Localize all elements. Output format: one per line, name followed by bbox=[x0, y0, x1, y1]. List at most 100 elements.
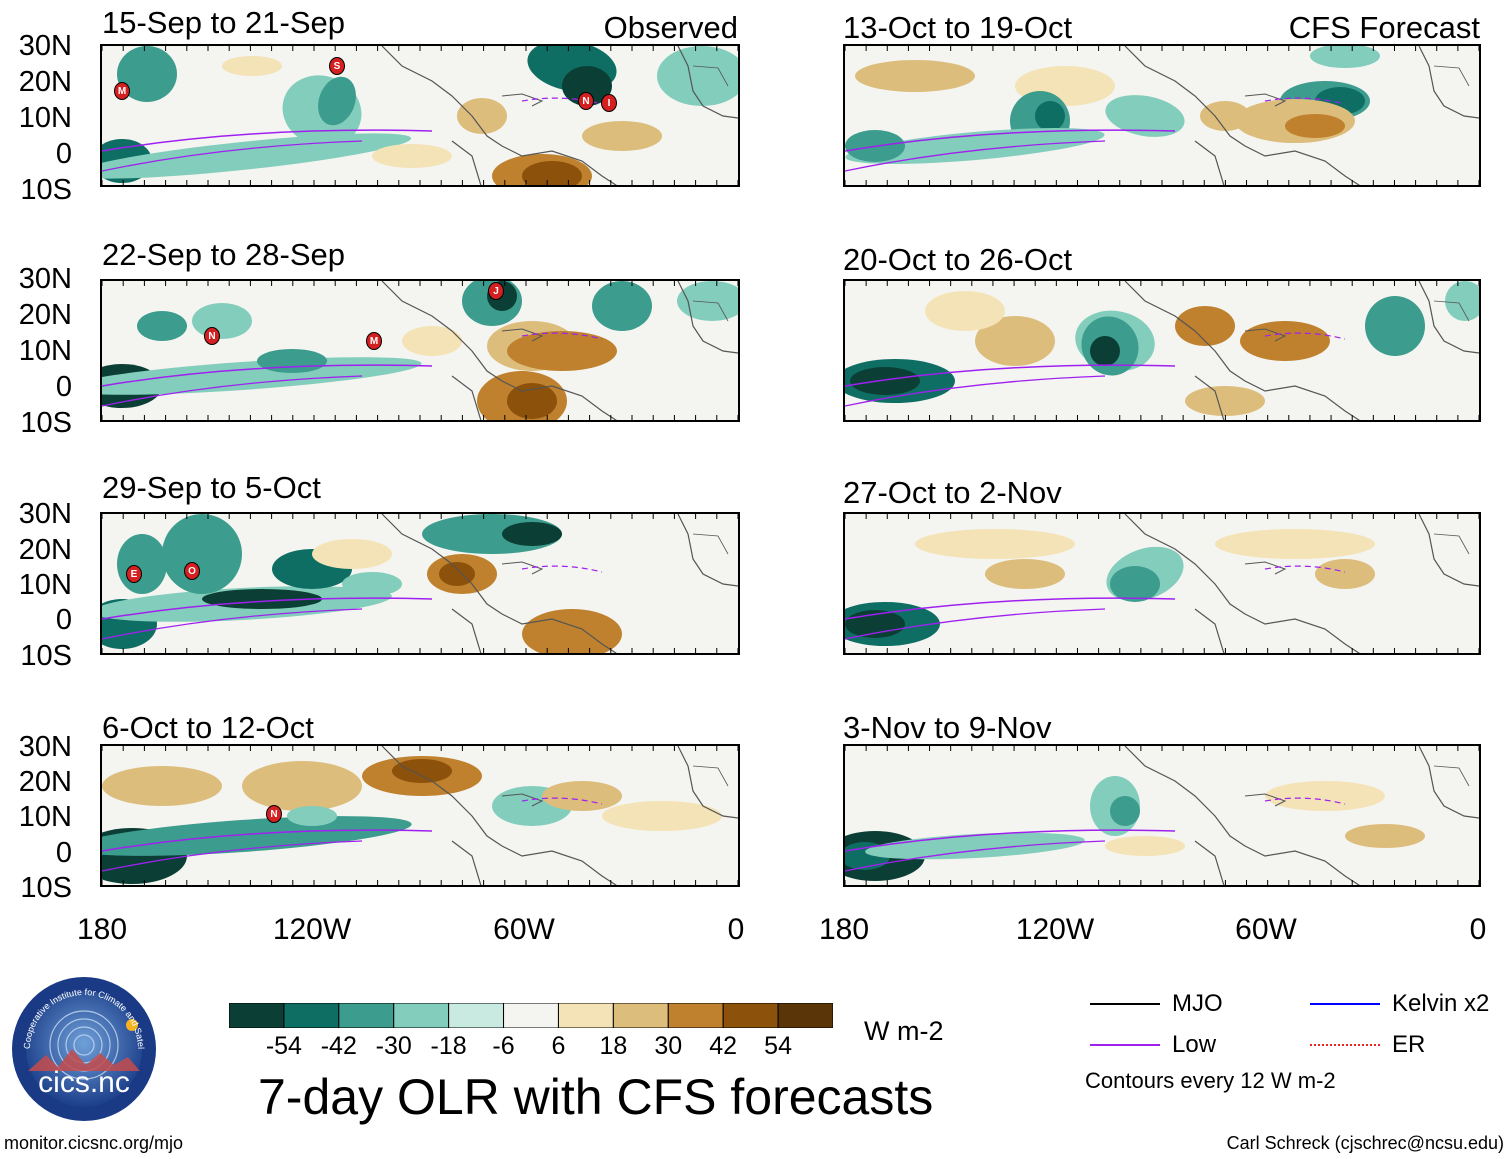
coastline bbox=[1418, 746, 1479, 819]
storm-marker: N bbox=[578, 92, 594, 110]
olr-anomaly bbox=[402, 326, 462, 356]
colorbar-tick-label: -30 bbox=[375, 1032, 412, 1060]
panel-title-forecast-2: 20-Oct to 26-Oct bbox=[843, 242, 1073, 277]
olr-anomaly bbox=[562, 66, 612, 106]
panel-title-forecast-4: 3-Nov to 9-Nov bbox=[843, 710, 1052, 745]
low-contour bbox=[845, 840, 1106, 872]
coastline bbox=[1124, 46, 1360, 185]
colorbar-tick-label: -42 bbox=[320, 1032, 357, 1060]
colorbar-swatch bbox=[228, 1002, 285, 1029]
olr-anomaly bbox=[925, 291, 1005, 331]
olr-anomaly bbox=[522, 161, 582, 185]
coastline bbox=[1194, 608, 1225, 653]
olr-anomaly bbox=[1315, 559, 1375, 589]
country-border bbox=[1433, 300, 1470, 322]
coastline bbox=[677, 46, 738, 119]
lat-label: 30N bbox=[18, 263, 72, 295]
olr-anomaly bbox=[1175, 306, 1235, 346]
colorbar-units: W m-2 bbox=[864, 1016, 944, 1046]
olr-anomaly bbox=[915, 529, 1075, 559]
lat-label: 30N bbox=[18, 30, 72, 62]
low-contour bbox=[102, 829, 433, 852]
lat-label: 30N bbox=[18, 731, 72, 763]
olr-anomaly bbox=[287, 806, 337, 826]
country-border bbox=[692, 533, 729, 555]
coastline bbox=[1194, 140, 1225, 185]
coastline bbox=[1124, 281, 1360, 420]
coastline bbox=[381, 746, 617, 885]
colorbar-tick-label: -6 bbox=[492, 1032, 515, 1060]
olr-anomaly bbox=[242, 761, 362, 811]
map-panel-forecast-3 bbox=[843, 512, 1481, 655]
lon-label: 120W bbox=[1015, 913, 1095, 946]
coastline bbox=[677, 281, 738, 354]
olr-anomaly bbox=[102, 357, 422, 395]
olr-anomaly bbox=[975, 316, 1055, 366]
lat-label: 10N bbox=[18, 569, 72, 601]
low-contour bbox=[845, 129, 1176, 152]
map-panel-forecast-4 bbox=[843, 744, 1481, 887]
colorbar-swatch bbox=[393, 1002, 450, 1029]
footer-url[interactable]: monitor.cicsnc.org/mjo bbox=[4, 1133, 184, 1153]
map-panel-forecast-2 bbox=[843, 279, 1481, 422]
coastline bbox=[451, 840, 482, 885]
olr-anomaly bbox=[1105, 95, 1185, 137]
olr-anomaly bbox=[117, 534, 167, 594]
storm-marker: J bbox=[488, 282, 504, 300]
country-border bbox=[1433, 765, 1470, 787]
lat-label: 10S bbox=[20, 407, 72, 439]
map-background bbox=[845, 746, 1479, 885]
coastline bbox=[1418, 281, 1479, 354]
legend-label-kelvin: Kelvin x2 bbox=[1392, 990, 1490, 1017]
lon-label: 180 bbox=[76, 913, 128, 946]
low-contour-dashed bbox=[521, 97, 603, 105]
storm-marker: I bbox=[601, 94, 617, 112]
coastline bbox=[501, 561, 544, 575]
coastline bbox=[1418, 46, 1479, 119]
country-border bbox=[692, 300, 729, 322]
olr-anomaly bbox=[542, 781, 622, 811]
low-contour bbox=[102, 840, 363, 872]
main-title: 7-day OLR with CFS forecasts bbox=[258, 1069, 934, 1125]
map-panel-observed-4: N bbox=[100, 744, 740, 887]
colorbar-swatch bbox=[557, 1002, 614, 1029]
lon-label: 0 bbox=[727, 913, 745, 946]
colorbar-tick-label: -18 bbox=[430, 1032, 467, 1060]
olr-anomaly bbox=[1110, 566, 1160, 602]
storm-marker: M bbox=[366, 332, 382, 350]
olr-anomaly bbox=[1345, 824, 1425, 848]
country-border bbox=[1433, 533, 1470, 555]
olr-anomaly bbox=[1365, 296, 1425, 356]
lat-label: 20N bbox=[18, 766, 72, 798]
olr-anomaly bbox=[312, 539, 392, 569]
low-contour bbox=[102, 140, 363, 172]
legend-note: Contours every 12 W m-2 bbox=[1085, 1068, 1336, 1093]
olr-anomaly bbox=[117, 46, 177, 102]
colorbar-tick-label: 42 bbox=[709, 1032, 738, 1060]
panel-title-observed-1: 15-Sep to 21-Sep bbox=[102, 5, 346, 40]
colorbar-swatch bbox=[667, 1002, 724, 1029]
lat-label: 10N bbox=[18, 335, 72, 367]
storm-marker: O bbox=[184, 562, 200, 580]
olr-anomaly bbox=[372, 144, 452, 168]
lat-label: 0 bbox=[55, 604, 72, 636]
colorbar-swatch bbox=[448, 1002, 505, 1029]
coastline bbox=[1244, 561, 1287, 575]
observed-tag: Observed bbox=[603, 10, 738, 45]
lon-label: 60W bbox=[1235, 913, 1297, 946]
olr-anomaly bbox=[1110, 796, 1140, 826]
colorbar-tick-label: 54 bbox=[764, 1032, 792, 1060]
coastline bbox=[501, 328, 544, 342]
lat-label: 20N bbox=[18, 299, 72, 331]
olr-anomaly bbox=[582, 121, 662, 151]
olr-anomaly bbox=[102, 816, 412, 856]
olr-anomaly bbox=[257, 349, 327, 373]
olr-anomaly bbox=[1105, 836, 1185, 856]
colorbar-tick-label: 18 bbox=[599, 1032, 628, 1060]
legend-line-kelvin bbox=[1310, 1003, 1380, 1005]
legend-line-mjo bbox=[1090, 1003, 1160, 1005]
lon-label: 60W bbox=[493, 913, 555, 946]
legend-label-low: Low bbox=[1172, 1031, 1217, 1058]
olr-anomaly bbox=[162, 514, 242, 594]
